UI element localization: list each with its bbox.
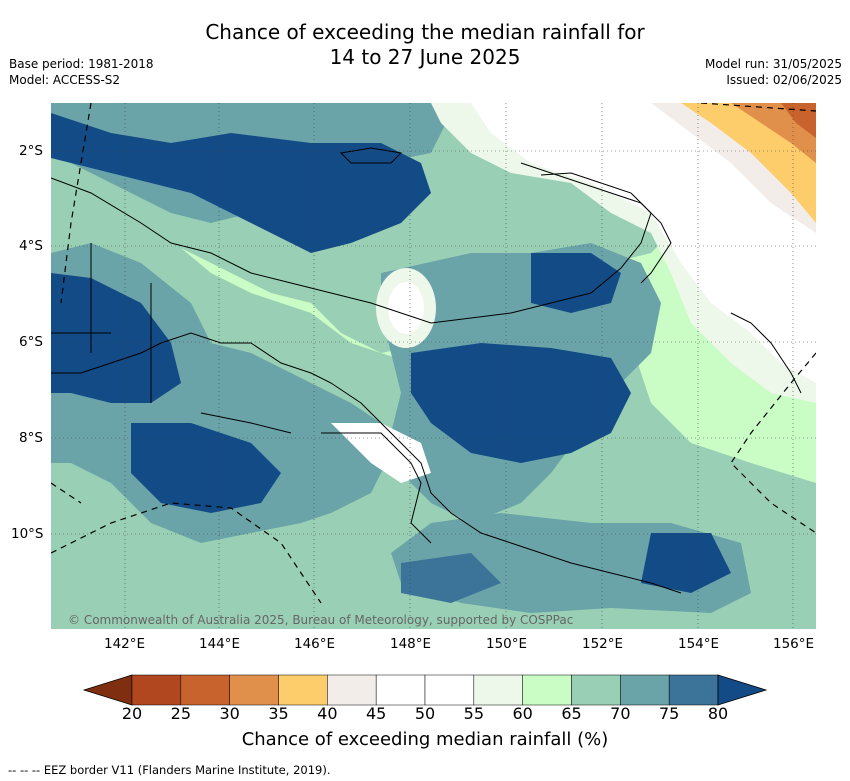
- band-80-central: [411, 343, 631, 463]
- band-80-north: [51, 113, 431, 253]
- model-run: Model run: 31/05/2025: [704, 57, 842, 71]
- lon-label: 142°E: [104, 636, 146, 652]
- band-80-se: [641, 533, 731, 593]
- band-80-sw: [131, 423, 281, 513]
- colorbar-tick-label: 25: [170, 704, 192, 723]
- lat-label: 10°S: [11, 526, 44, 542]
- eez-legend: -- -- -- EEZ border V11 (Flanders Marine…: [8, 763, 331, 777]
- rainfall-map: [51, 103, 816, 629]
- colorbar-tick-label: 65: [561, 704, 582, 723]
- lon-label: 150°E: [486, 636, 528, 652]
- colorbar-tick-label: 30: [219, 704, 240, 723]
- colorbar-segment: [327, 674, 377, 706]
- colorbar-segment: [180, 674, 230, 706]
- rainfall-map-svg: [51, 103, 816, 629]
- colorbar-tick-label: 55: [463, 704, 485, 723]
- colorbar-extend-high: [717, 674, 768, 706]
- lon-label: 148°E: [390, 636, 432, 652]
- colorbar-segment: [473, 674, 523, 706]
- colorbar-segment: [375, 674, 426, 706]
- band-80-ne: [531, 253, 621, 313]
- coastlines: [51, 147, 802, 594]
- model-name: Model: ACCESS-S2: [9, 73, 121, 87]
- colorbar: [82, 674, 768, 706]
- issued-date: Issued: 02/06/2025: [726, 73, 842, 87]
- colorbar-segment: [131, 674, 182, 706]
- lon-label: 152°E: [582, 636, 624, 652]
- band-50-ne: [471, 103, 816, 383]
- colorbar-tick-label: 75: [658, 704, 680, 723]
- colorbar-tick-label: 60: [512, 704, 533, 723]
- colorbar-title: Chance of exceeding median rainfall (%): [241, 729, 609, 750]
- colorbar-segment: [522, 674, 572, 706]
- lon-label: 146°E: [294, 636, 336, 652]
- colorbar-segment: [278, 674, 328, 706]
- band-80-south: [401, 553, 501, 603]
- map-title-line2: 14 to 27 June 2025: [329, 45, 521, 69]
- lat-label: 6°S: [19, 334, 43, 350]
- eez-borders: [51, 103, 816, 604]
- lat-label: 4°S: [19, 238, 43, 254]
- colorbar-tick-label: 50: [414, 704, 436, 723]
- band-30-ne: [781, 103, 816, 138]
- colorbar-segment: [620, 674, 670, 706]
- map-title-line1: Chance of exceeding the median rainfall …: [205, 20, 645, 44]
- lon-label: 156°E: [773, 636, 815, 652]
- colorbar-segment: [668, 674, 719, 706]
- colorbar-tick-label: 35: [268, 704, 289, 723]
- colorbar-tick-label: 20: [121, 704, 143, 723]
- lon-label: 144°E: [199, 636, 241, 652]
- colorbar-extend-low: [82, 674, 133, 706]
- base-period: Base period: 1981-2018: [9, 57, 154, 71]
- colorbar-tick-label: 45: [365, 704, 387, 723]
- copyright-notice: © Commonwealth of Australia 2025, Bureau…: [68, 613, 574, 627]
- colorbar-segment: [229, 674, 279, 706]
- lon-label: 154°E: [678, 636, 720, 652]
- band-80-west: [51, 273, 181, 403]
- colorbar-tick-label: 70: [610, 704, 631, 723]
- colorbar-segment: [571, 674, 621, 706]
- colorbar-tick-label: 40: [317, 704, 338, 723]
- lat-label: 2°S: [19, 143, 43, 159]
- lat-label: 8°S: [19, 430, 43, 446]
- band-50-center: [388, 282, 424, 334]
- colorbar-tick-label: 80: [707, 704, 729, 723]
- colorbar-segment: [424, 674, 475, 706]
